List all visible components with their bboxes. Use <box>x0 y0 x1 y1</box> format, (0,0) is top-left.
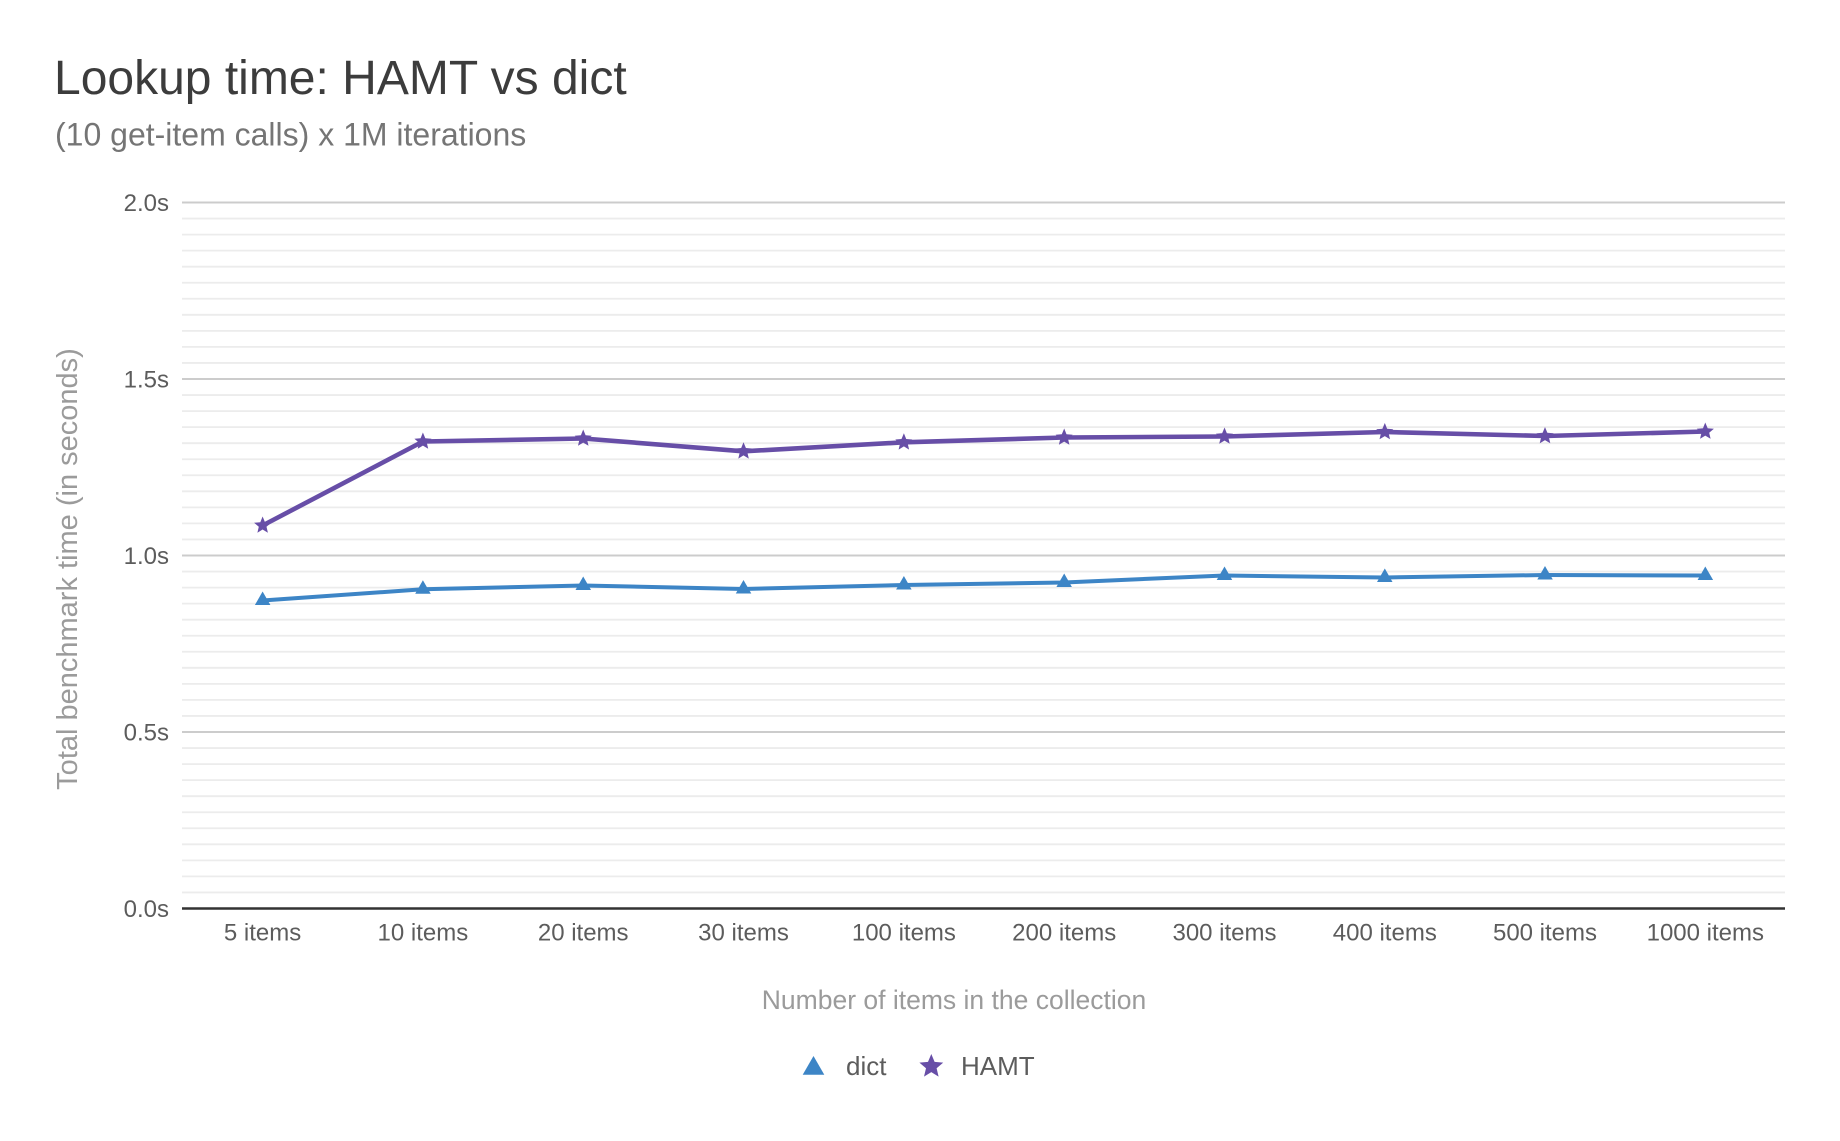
svg-text:0.0s: 0.0s <box>124 896 169 923</box>
svg-text:2.0s: 2.0s <box>124 190 169 217</box>
svg-text:20 items: 20 items <box>538 920 629 947</box>
svg-text:0.5s: 0.5s <box>124 720 169 747</box>
svg-text:Number of items in the collect: Number of items in the collection <box>762 985 1146 1015</box>
svg-text:30 items: 30 items <box>698 920 789 947</box>
svg-text:200 items: 200 items <box>1012 920 1116 947</box>
svg-text:Total benchmark time (in secon: Total benchmark time (in seconds) <box>52 348 84 790</box>
svg-text:1.0s: 1.0s <box>124 543 169 570</box>
svg-text:dict: dict <box>846 1051 887 1081</box>
svg-text:500 items: 500 items <box>1493 920 1597 947</box>
svg-text:Lookup time: HAMT vs dict: Lookup time: HAMT vs dict <box>54 52 627 105</box>
svg-text:5 items: 5 items <box>224 920 301 947</box>
svg-text:1.5s: 1.5s <box>124 367 169 394</box>
svg-text:400 items: 400 items <box>1333 920 1437 947</box>
svg-text:10 items: 10 items <box>378 920 469 947</box>
svg-text:300 items: 300 items <box>1172 920 1276 947</box>
svg-text:(10 get-item calls) x 1M itera: (10 get-item calls) x 1M iterations <box>55 117 526 153</box>
svg-text:100 items: 100 items <box>852 920 956 947</box>
svg-text:1000 items: 1000 items <box>1647 920 1764 947</box>
svg-text:HAMT: HAMT <box>961 1051 1035 1081</box>
